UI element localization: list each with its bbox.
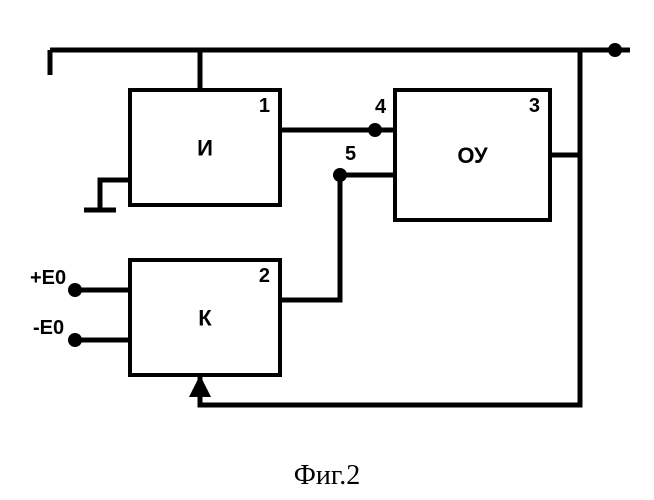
block-1-label: И bbox=[197, 136, 213, 161]
block-2-num: 2 bbox=[259, 265, 270, 287]
node-posE0 bbox=[68, 283, 82, 297]
lbl-negE0: -Е0 bbox=[33, 317, 64, 339]
w-1-gnd bbox=[100, 180, 130, 210]
node-out bbox=[608, 43, 622, 57]
node-4 bbox=[368, 123, 382, 137]
figure-caption: Фиг.2 bbox=[0, 460, 654, 492]
node-negE0 bbox=[68, 333, 82, 347]
block-3-num: 3 bbox=[529, 95, 540, 117]
block-diagram: И 1 К 2 ОУ 3 4 5 +Е0 -Е0 bbox=[0, 0, 654, 500]
lbl-4: 4 bbox=[375, 96, 387, 118]
block-2-label: К bbox=[198, 306, 212, 331]
w-2-to-3 bbox=[280, 175, 395, 300]
lbl-posE0: +Е0 bbox=[30, 267, 66, 289]
block-3-label: ОУ bbox=[457, 143, 488, 168]
block-1-num: 1 bbox=[259, 95, 270, 117]
node-5 bbox=[333, 168, 347, 182]
lbl-5: 5 bbox=[345, 143, 356, 165]
feedback-arrow-icon bbox=[189, 375, 211, 397]
